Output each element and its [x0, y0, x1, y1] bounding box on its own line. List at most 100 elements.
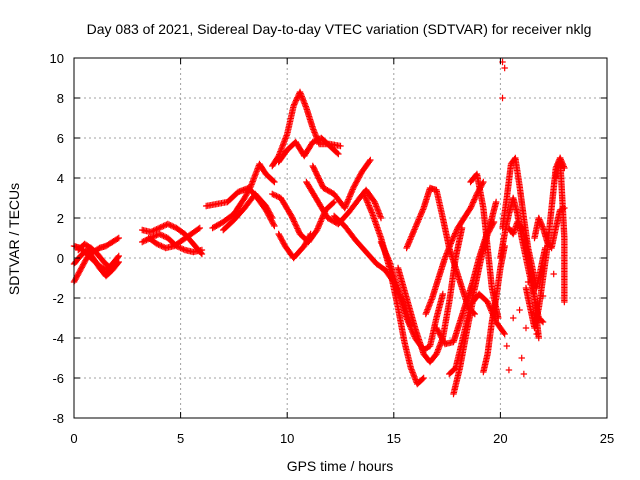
data-point [407, 236, 414, 243]
data-point [403, 314, 410, 322]
data-point [310, 165, 318, 172]
x-tick-label: 5 [177, 431, 184, 446]
data-point [198, 246, 206, 254]
data-point [524, 278, 532, 286]
data-point [316, 221, 323, 228]
data-point [365, 200, 372, 208]
data-point [247, 184, 254, 191]
data-point [516, 306, 523, 314]
data-point [364, 199, 371, 206]
data-point [274, 193, 282, 200]
data-point [168, 222, 176, 230]
data-point [467, 204, 474, 212]
data-point [318, 215, 326, 222]
data-point [419, 375, 426, 383]
data-point [290, 102, 297, 110]
data-point [413, 220, 421, 227]
data-point [141, 237, 149, 244]
data-point [341, 204, 348, 212]
data-point [486, 303, 493, 310]
data-point [159, 243, 167, 250]
data-point [368, 209, 376, 216]
data-point [344, 199, 351, 206]
data-point [347, 191, 354, 199]
data-point [414, 217, 422, 225]
data-point [411, 226, 418, 233]
data-point [361, 193, 369, 201]
data-point [360, 190, 368, 198]
data-point [269, 190, 276, 198]
x-tick-label: 25 [600, 431, 614, 446]
x-axis-label: GPS time / hours [287, 458, 394, 474]
data-point [492, 198, 500, 206]
y-tick-label: 6 [57, 131, 64, 146]
data-point [505, 366, 513, 374]
data-point [318, 182, 326, 189]
data-point [439, 290, 447, 298]
data-point [410, 227, 418, 235]
data-point [315, 175, 322, 182]
data-point [151, 232, 159, 240]
data-point [148, 228, 156, 235]
data-point [467, 203, 475, 210]
data-point [348, 187, 356, 195]
y-tick-label: 0 [57, 251, 64, 266]
series-track-20 [394, 224, 466, 366]
data-point [348, 189, 355, 196]
data-point [363, 196, 370, 203]
data-point [367, 206, 374, 213]
data-point [380, 245, 388, 253]
data-point [153, 226, 160, 233]
data-point [347, 190, 355, 197]
x-tick-label: 10 [280, 431, 294, 446]
data-point [160, 222, 167, 230]
data-point [383, 251, 390, 259]
y-tick-label: 2 [57, 211, 64, 226]
series-track-21 [403, 184, 479, 318]
data-point [335, 150, 342, 158]
data-point [312, 169, 320, 177]
series-track-9 [209, 160, 278, 232]
data-point [408, 231, 416, 239]
data-point [180, 246, 187, 253]
data-point [382, 250, 390, 257]
data-point [520, 370, 528, 378]
data-point [292, 97, 300, 104]
data-point [313, 136, 321, 144]
data-point [533, 330, 540, 338]
data-point [412, 223, 419, 230]
data-point [418, 210, 425, 217]
data-point [522, 324, 530, 332]
series-track-25 [450, 290, 508, 398]
data-point [151, 226, 159, 234]
data-point [368, 207, 375, 215]
tick-layer: 0 5 10 15 20 25 -8 -6 -4 -2 0 2 4 6 8 10 [50, 51, 615, 446]
data-point [270, 221, 277, 228]
data-point [450, 234, 457, 241]
data-point [315, 223, 322, 231]
data-point [317, 218, 324, 225]
data-point [529, 310, 536, 318]
data-point [404, 243, 411, 250]
data-point [345, 194, 353, 202]
data-point [471, 195, 479, 202]
data-point [384, 254, 391, 261]
data-point [561, 298, 568, 306]
data-point [293, 95, 300, 103]
data-point [407, 234, 415, 242]
data-point [383, 253, 391, 260]
data-point [536, 216, 543, 223]
data-point [295, 228, 302, 235]
data-point [453, 227, 460, 234]
series-track-7 [145, 224, 203, 252]
series-track-13 [275, 230, 314, 262]
data-point [316, 219, 324, 227]
data-point [156, 242, 164, 249]
data-point [367, 156, 374, 164]
data-point [309, 138, 316, 146]
data-point [147, 228, 154, 236]
data-point [167, 222, 174, 229]
data-point [114, 253, 122, 261]
data-point [115, 252, 122, 260]
